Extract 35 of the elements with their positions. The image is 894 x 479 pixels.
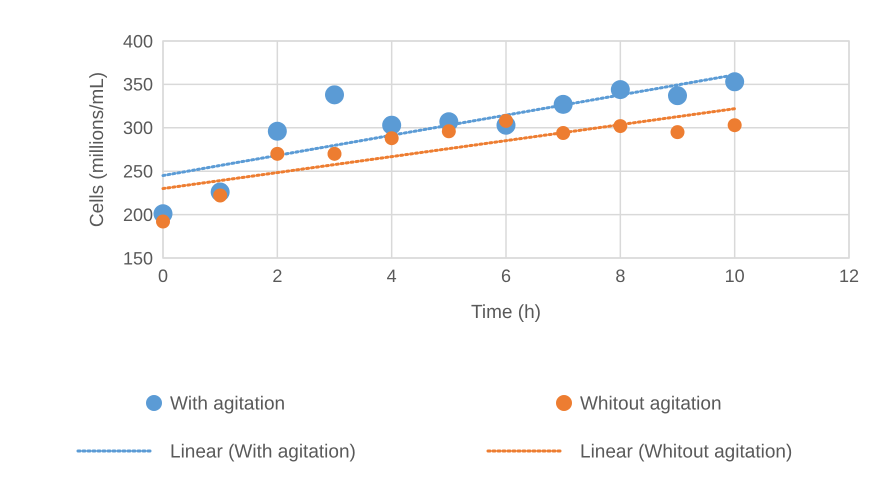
y-tick-label: 250 — [122, 162, 153, 182]
x-tick-label: 12 — [838, 266, 860, 286]
x-tick-label: 2 — [272, 266, 282, 286]
x-tick-label: 4 — [386, 266, 397, 286]
point — [156, 214, 170, 229]
point — [384, 131, 399, 146]
y-tick-label: 150 — [122, 248, 153, 268]
point — [668, 86, 687, 106]
point — [442, 124, 456, 138]
y-axis-title: Cells (millions/mL) — [87, 72, 108, 228]
point — [613, 119, 628, 134]
legend-label: Whitout agitation — [580, 394, 722, 415]
y-tick-label: 300 — [122, 118, 153, 138]
x-tick-label: 6 — [500, 266, 512, 286]
point — [268, 122, 287, 141]
legend-label: With agitation — [170, 394, 286, 415]
y-tick-label: 400 — [122, 31, 153, 52]
x-tick-label: 10 — [724, 266, 745, 286]
x-axis-title: Time (h) — [470, 302, 542, 323]
point — [325, 85, 344, 104]
point — [670, 125, 684, 140]
y-tick-label: 350 — [122, 74, 153, 95]
legend-label: Linear (Whitout agitation) — [580, 442, 792, 463]
point — [610, 80, 630, 100]
point — [725, 72, 744, 92]
legend-label: Linear (With agitation) — [170, 442, 356, 463]
point — [328, 146, 342, 161]
y-tick-label: 200 — [122, 204, 153, 225]
x-tick-label: 8 — [615, 266, 626, 286]
point — [270, 146, 284, 161]
point — [382, 116, 402, 135]
point — [554, 94, 573, 114]
x-tick-label: 0 — [158, 266, 168, 286]
point — [556, 126, 570, 140]
point — [728, 118, 742, 132]
